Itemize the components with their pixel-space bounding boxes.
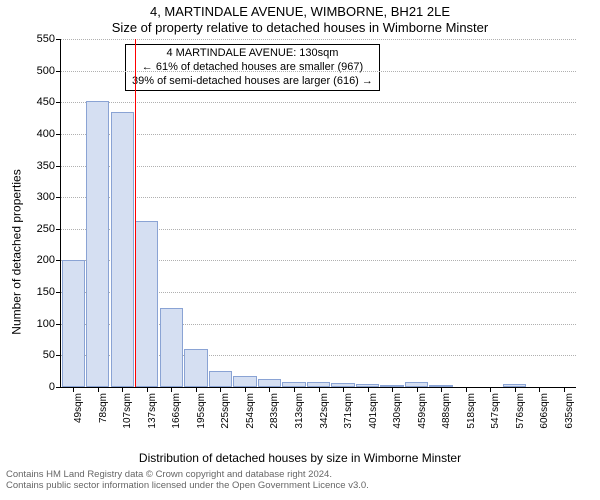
y-tick-label: 450 <box>37 96 55 108</box>
x-tick-label: 49sqm <box>73 393 84 423</box>
x-tick-label: 195sqm <box>196 393 207 429</box>
y-tick <box>56 324 61 325</box>
x-tick <box>466 387 467 392</box>
y-tick <box>56 355 61 356</box>
page-title-address: 4, MARTINDALE AVENUE, WIMBORNE, BH21 2LE <box>0 0 600 19</box>
x-tick <box>417 387 418 392</box>
chart-container: Number of detached properties 4 MARTINDA… <box>0 37 600 467</box>
histogram-bar <box>233 376 256 387</box>
y-tick <box>56 197 61 198</box>
x-tick <box>269 387 270 392</box>
y-tick <box>56 260 61 261</box>
gridline <box>61 39 576 40</box>
annotation-line2: ← 61% of detached houses are smaller (96… <box>132 61 373 75</box>
page-title-subtitle: Size of property relative to detached ho… <box>0 19 600 37</box>
x-tick <box>368 387 369 392</box>
x-tick <box>294 387 295 392</box>
x-tick <box>343 387 344 392</box>
footer: Contains HM Land Registry data © Crown c… <box>0 467 600 492</box>
x-tick-label: 401sqm <box>368 393 379 429</box>
y-tick <box>56 102 61 103</box>
y-tick <box>56 134 61 135</box>
y-tick-label: 300 <box>37 191 55 203</box>
histogram-bar <box>258 379 281 387</box>
x-tick <box>515 387 516 392</box>
y-tick <box>56 39 61 40</box>
y-tick <box>56 292 61 293</box>
y-tick-label: 100 <box>37 318 55 330</box>
x-tick-label: 635sqm <box>564 393 575 429</box>
y-tick-label: 350 <box>37 160 55 172</box>
annotation-line1: 4 MARTINDALE AVENUE: 130sqm <box>132 47 373 61</box>
x-tick <box>441 387 442 392</box>
histogram-bar <box>184 349 207 387</box>
x-tick-label: 459sqm <box>417 393 428 429</box>
x-tick <box>564 387 565 392</box>
footer-line1: Contains HM Land Registry data © Crown c… <box>6 469 594 480</box>
gridline <box>61 134 576 135</box>
y-tick-label: 400 <box>37 128 55 140</box>
x-tick-label: 283sqm <box>269 393 280 429</box>
x-tick <box>539 387 540 392</box>
gridline <box>61 102 576 103</box>
y-tick <box>56 166 61 167</box>
x-tick-label: 576sqm <box>515 393 526 429</box>
x-tick <box>98 387 99 392</box>
histogram-bar <box>86 101 109 387</box>
annotation-line3: 39% of semi-detached houses are larger (… <box>132 75 373 89</box>
x-tick-label: 137sqm <box>147 393 158 429</box>
x-tick <box>245 387 246 392</box>
histogram-bar <box>135 221 158 387</box>
x-tick-label: 606sqm <box>539 393 550 429</box>
x-tick <box>171 387 172 392</box>
histogram-bar <box>209 371 232 387</box>
x-tick-label: 78sqm <box>98 393 109 423</box>
y-tick-label: 150 <box>37 286 55 298</box>
y-tick-label: 550 <box>37 33 55 45</box>
x-tick <box>319 387 320 392</box>
y-tick <box>56 71 61 72</box>
x-tick-label: 488sqm <box>441 393 452 429</box>
x-tick-label: 371sqm <box>343 393 354 429</box>
x-tick-label: 225sqm <box>220 393 231 429</box>
x-tick <box>196 387 197 392</box>
x-tick-label: 313sqm <box>294 393 305 429</box>
x-tick <box>122 387 123 392</box>
y-tick-label: 500 <box>37 65 55 77</box>
y-tick-label: 200 <box>37 254 55 266</box>
y-tick-label: 0 <box>49 381 55 393</box>
x-tick-label: 254sqm <box>245 393 256 429</box>
histogram-bar <box>111 112 134 387</box>
gridline <box>61 166 576 167</box>
x-tick-label: 107sqm <box>122 393 133 429</box>
x-tick <box>73 387 74 392</box>
x-tick <box>147 387 148 392</box>
y-tick <box>56 387 61 388</box>
plot-area: 4 MARTINDALE AVENUE: 130sqm ← 61% of det… <box>60 39 576 388</box>
gridline <box>61 71 576 72</box>
y-tick <box>56 229 61 230</box>
gridline <box>61 197 576 198</box>
histogram-bar <box>160 308 183 387</box>
x-axis-label: Distribution of detached houses by size … <box>139 451 461 465</box>
x-tick <box>392 387 393 392</box>
x-tick-label: 518sqm <box>466 393 477 429</box>
x-tick-label: 547sqm <box>490 393 501 429</box>
y-tick-label: 50 <box>43 349 55 361</box>
footer-line2: Contains public sector information licen… <box>6 480 594 491</box>
x-tick <box>220 387 221 392</box>
x-tick-label: 342sqm <box>319 393 330 429</box>
y-tick-label: 250 <box>37 223 55 235</box>
reference-line <box>135 39 136 387</box>
y-axis-label: Number of detached properties <box>10 169 24 334</box>
annotation-box: 4 MARTINDALE AVENUE: 130sqm ← 61% of det… <box>125 44 380 91</box>
x-tick <box>490 387 491 392</box>
x-tick-label: 166sqm <box>171 393 182 429</box>
histogram-bar <box>62 260 85 387</box>
x-tick-label: 430sqm <box>392 393 403 429</box>
